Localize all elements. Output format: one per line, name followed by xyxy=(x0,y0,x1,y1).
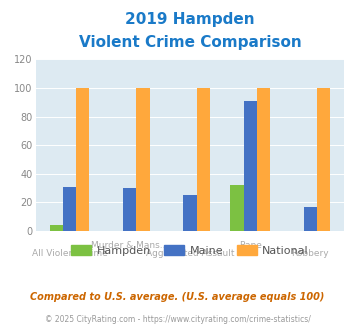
Bar xyxy=(76,88,89,231)
Text: 2019 Hampden: 2019 Hampden xyxy=(125,12,255,26)
Bar xyxy=(257,88,270,231)
Bar xyxy=(50,225,63,231)
Bar xyxy=(304,207,317,231)
Legend: Hampden, Maine, National: Hampden, Maine, National xyxy=(67,241,313,260)
Bar xyxy=(63,187,76,231)
Text: Murder & Mans...: Murder & Mans... xyxy=(91,241,168,250)
Bar xyxy=(183,195,197,231)
Bar xyxy=(123,188,136,231)
Bar xyxy=(244,101,257,231)
Bar xyxy=(317,88,330,231)
Text: Violent Crime Comparison: Violent Crime Comparison xyxy=(78,35,301,50)
Text: Robbery: Robbery xyxy=(291,249,329,258)
Text: Compared to U.S. average. (U.S. average equals 100): Compared to U.S. average. (U.S. average … xyxy=(30,292,325,302)
Bar xyxy=(230,185,244,231)
Text: © 2025 CityRating.com - https://www.cityrating.com/crime-statistics/: © 2025 CityRating.com - https://www.city… xyxy=(45,315,310,324)
Text: All Violent Crime: All Violent Crime xyxy=(32,249,107,258)
Text: Aggravated Assault: Aggravated Assault xyxy=(146,249,234,258)
Bar xyxy=(136,88,149,231)
Bar xyxy=(197,88,210,231)
Text: Rape: Rape xyxy=(239,241,262,250)
